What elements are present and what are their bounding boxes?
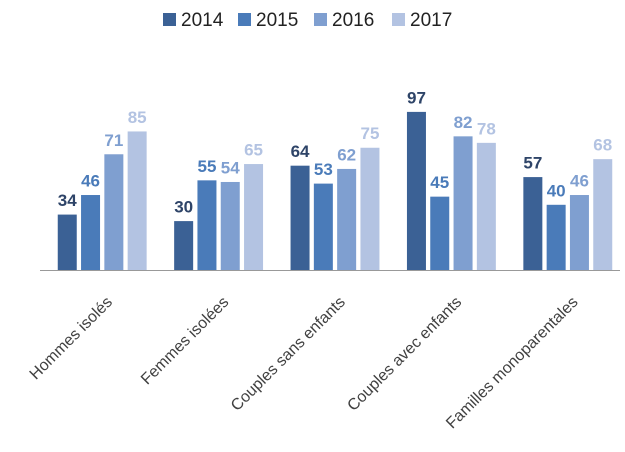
bar	[57, 214, 77, 270]
bar	[104, 154, 124, 270]
data-label: 65	[244, 141, 263, 160]
x-tick-label: Couples avec enfants	[344, 294, 465, 415]
bar	[406, 111, 426, 270]
data-label: 46	[81, 172, 100, 191]
data-label: 30	[174, 198, 193, 217]
bar	[453, 136, 473, 270]
bar	[593, 159, 613, 270]
bar	[81, 195, 101, 270]
legend-label: 2014	[181, 10, 224, 31]
data-label: 40	[547, 181, 566, 200]
bar	[569, 195, 589, 270]
x-tick-label: Couples sans enfants	[228, 294, 349, 415]
legend-label: 2016	[332, 10, 374, 31]
bar	[546, 204, 566, 270]
bar	[197, 180, 217, 270]
x-tick-label: Femmes isolées	[138, 294, 232, 388]
bar	[360, 147, 380, 270]
legend-swatch	[314, 13, 327, 26]
data-label: 62	[337, 145, 356, 164]
legend-label: 2017	[410, 10, 452, 31]
data-label: 53	[314, 160, 333, 179]
x-tick-label: Familles monoparentales	[443, 294, 581, 432]
data-label: 97	[407, 88, 426, 107]
bar	[430, 196, 450, 270]
data-label: 57	[523, 154, 542, 173]
bar	[476, 142, 496, 270]
data-label: 54	[221, 158, 240, 177]
data-label: 78	[477, 119, 496, 138]
bar	[174, 221, 194, 270]
legend-label: 2015	[256, 10, 298, 31]
data-label: 46	[570, 172, 589, 191]
data-label: 71	[104, 131, 123, 150]
data-label: 85	[128, 108, 147, 127]
bar	[127, 131, 147, 270]
bar	[220, 181, 240, 270]
bar	[313, 183, 333, 270]
data-label: 82	[454, 113, 473, 132]
data-label: 34	[58, 191, 77, 210]
data-label: 75	[360, 124, 379, 143]
data-label: 64	[291, 142, 310, 161]
data-label: 68	[593, 136, 612, 155]
data-label: 45	[430, 173, 449, 192]
legend-swatch	[238, 13, 251, 26]
bar	[523, 177, 543, 270]
bar	[290, 165, 310, 270]
legend-swatch	[392, 13, 405, 26]
bar	[337, 168, 357, 270]
data-label: 55	[197, 157, 216, 176]
bar	[244, 164, 264, 270]
x-tick-label: Hommes isolés	[27, 294, 116, 383]
legend-swatch	[163, 13, 176, 26]
